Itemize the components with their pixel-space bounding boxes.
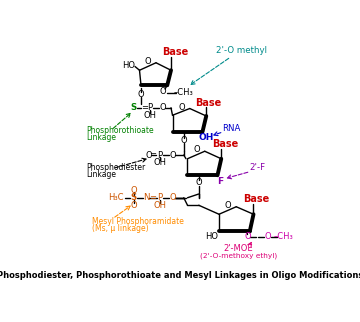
Text: O: O (265, 232, 271, 241)
Text: –CH₃: –CH₃ (173, 88, 193, 97)
Text: Phosphodiester, Phosphorothioate and Mesyl Linkages in Oligo Modifications: Phosphodiester, Phosphorothioate and Mes… (0, 271, 360, 280)
Text: P: P (157, 193, 162, 202)
Text: (Ms, μ linkage): (Ms, μ linkage) (91, 224, 148, 233)
Text: O: O (225, 201, 231, 210)
Text: HO: HO (122, 61, 135, 70)
Text: O: O (130, 201, 137, 210)
Text: Base: Base (162, 47, 189, 57)
Text: Mesyl Phosphoramidate: Mesyl Phosphoramidate (91, 217, 183, 226)
Text: (2'-O-methoxy ethyl): (2'-O-methoxy ethyl) (200, 252, 277, 259)
Text: O: O (195, 178, 202, 187)
Text: Base: Base (243, 194, 270, 204)
Text: OH: OH (153, 201, 166, 210)
Text: N: N (143, 193, 149, 202)
Text: O: O (169, 193, 176, 202)
Text: S: S (130, 193, 137, 202)
Text: 2'-O methyl: 2'-O methyl (216, 46, 267, 55)
Text: OH: OH (199, 133, 214, 142)
Text: O: O (244, 232, 251, 241)
Text: O: O (193, 145, 200, 154)
Text: Linkage: Linkage (86, 132, 116, 141)
Text: P: P (148, 103, 153, 112)
Text: HO: HO (205, 232, 218, 241)
Text: 2'-F: 2'-F (249, 163, 265, 172)
Text: O: O (144, 57, 151, 66)
Text: Phosphodiester: Phosphodiester (86, 163, 145, 172)
Text: Base: Base (212, 139, 238, 149)
Text: O: O (178, 102, 185, 111)
Text: P: P (157, 150, 162, 159)
Text: O: O (180, 136, 187, 145)
Text: –CH₃: –CH₃ (274, 232, 293, 241)
Text: S: S (130, 103, 137, 112)
Text: =: = (141, 103, 148, 112)
Text: O: O (145, 150, 152, 159)
Text: Linkage: Linkage (86, 170, 116, 179)
Text: Phosphorothioate: Phosphorothioate (86, 126, 154, 135)
Text: O: O (130, 186, 137, 195)
Text: =: = (149, 150, 157, 159)
Text: =: = (149, 193, 157, 202)
Text: H₃C: H₃C (108, 193, 124, 202)
Text: O: O (138, 90, 144, 99)
Text: F: F (217, 177, 223, 186)
Text: O: O (169, 150, 176, 159)
Text: 2'-MOE: 2'-MOE (224, 244, 253, 253)
Text: O: O (159, 87, 166, 96)
Text: RNA: RNA (222, 124, 240, 133)
Text: OH: OH (144, 111, 157, 120)
Text: Base: Base (195, 98, 222, 108)
Text: O: O (159, 103, 166, 112)
Text: OH: OH (153, 158, 166, 167)
